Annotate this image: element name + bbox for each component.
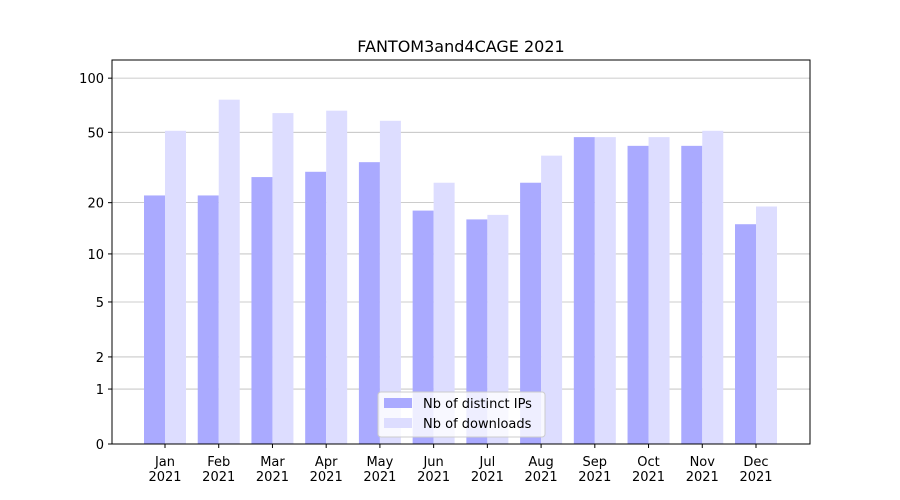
bar <box>218 99 240 444</box>
chart-title: FANTOM3and4CAGE 2021 <box>357 37 564 56</box>
x-tick-label: Oct 2021 <box>632 455 665 485</box>
bar <box>379 120 401 444</box>
bar <box>305 171 327 444</box>
y-tick-label: 0 <box>96 438 104 453</box>
x-tick-label: Jul 2021 <box>471 455 504 485</box>
x-tick-label: Jun 2021 <box>417 455 450 485</box>
bar <box>358 162 380 444</box>
legend-swatch <box>384 418 412 428</box>
legend-swatch <box>384 398 412 408</box>
bar <box>541 155 563 444</box>
y-tick-label: 50 <box>87 126 104 141</box>
bar <box>197 195 219 444</box>
y-tick-label: 2 <box>96 351 104 366</box>
x-tick-label: Aug 2021 <box>525 455 558 485</box>
bar <box>702 130 724 444</box>
bar <box>573 137 595 445</box>
x-tick-label: Sep 2021 <box>578 455 611 485</box>
bar <box>326 110 348 444</box>
bar <box>412 210 434 444</box>
y-tick-label: 1 <box>96 383 104 398</box>
bar <box>487 214 509 444</box>
x-tick-label: Mar 2021 <box>256 455 289 485</box>
x-tick-label: Dec 2021 <box>739 455 772 485</box>
y-tick-label: 20 <box>87 197 104 212</box>
bar <box>466 219 488 444</box>
x-tick-label: Apr 2021 <box>310 455 343 485</box>
y-tick-label: 5 <box>96 296 104 311</box>
bar <box>251 177 273 445</box>
x-tick-label: May 2021 <box>363 455 396 485</box>
x-tick-label: Nov 2021 <box>686 455 719 485</box>
bar <box>433 182 455 444</box>
y-tick-label: 10 <box>87 248 104 263</box>
bar <box>520 182 542 444</box>
bar <box>272 113 294 444</box>
bar <box>165 130 186 444</box>
bar <box>594 137 616 445</box>
bar <box>735 224 756 444</box>
bar <box>627 145 649 444</box>
bar <box>144 195 165 444</box>
x-tick-label: Feb 2021 <box>202 455 235 485</box>
bar <box>681 145 703 444</box>
legend-box <box>377 391 546 438</box>
x-tick-label: Jan 2021 <box>148 455 181 485</box>
bar <box>648 137 670 445</box>
legend-label: Nb of downloads <box>423 417 532 432</box>
legend-label: Nb of distinct IPs <box>423 397 532 412</box>
y-tick-label: 100 <box>79 72 104 87</box>
bar <box>756 206 777 444</box>
plot-frame <box>111 59 811 445</box>
